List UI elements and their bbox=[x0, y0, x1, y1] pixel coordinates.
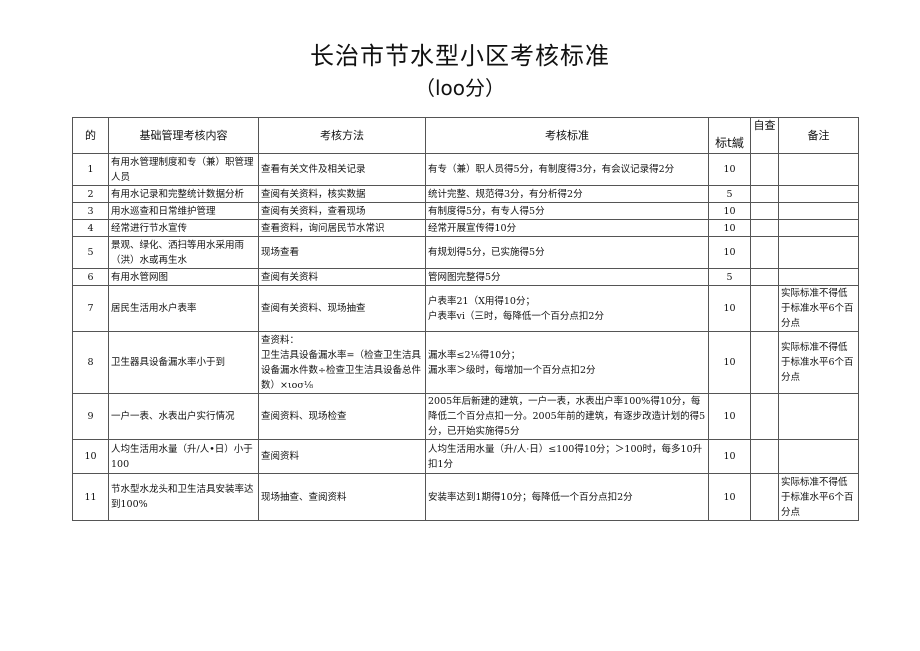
row-content: 有用水管理制度和专（兼）职管理人员 bbox=[108, 153, 259, 186]
row-self-check bbox=[750, 202, 779, 220]
header-criteria: 考核标准 bbox=[425, 117, 709, 154]
row-criteria: 有规划得5分，已实施得5分 bbox=[425, 236, 709, 269]
row-score: 10 bbox=[708, 236, 751, 269]
row-self-check bbox=[750, 331, 779, 394]
row-method: 现场查看 bbox=[258, 236, 426, 269]
table-row: 3 用水巡查和日常维护管理 查阅有关资料，查看现场 有制度得5分，有专人得5分 … bbox=[72, 202, 859, 220]
row-note: 实际标准不得低于标准水平6个百分点 bbox=[778, 331, 859, 394]
row-content: 有用水记录和完整统计数据分析 bbox=[108, 185, 259, 203]
row-number: 6 bbox=[72, 268, 109, 286]
row-score: 10 bbox=[708, 393, 751, 440]
row-method: 查看有关文件及相关记录 bbox=[258, 153, 426, 186]
row-criteria: 有制度得5分，有专人得5分 bbox=[425, 202, 709, 220]
table-row: 10 人均生活用水量（升/人•日）小于100 查阅资料 人均生活用水量（升/人·… bbox=[72, 439, 859, 474]
row-note bbox=[778, 236, 859, 269]
row-criteria: 经常开展宣传得10分 bbox=[425, 219, 709, 237]
table-row: 8 卫生器具设备漏水率小于到 查资料： 卫生洁具设备漏水率=（检查卫生洁具设备漏… bbox=[72, 331, 859, 394]
row-score: 10 bbox=[708, 219, 751, 237]
assessment-table: 的 基础管理考核内容 考核方法 考核标准 标t緘 自查 备注 1 有用水管理制度… bbox=[72, 117, 859, 521]
table-row: 11 节水型水龙头和卫生洁具安装率达到100% 现场抽查、查阅资料 安装率达到1… bbox=[72, 473, 859, 521]
row-score: 10 bbox=[708, 153, 751, 186]
row-self-check bbox=[750, 473, 779, 521]
table-row: 5 景观、绿化、洒扫等用水采用雨（洪）水或再生水 现场查看 有规划得5分，已实施… bbox=[72, 236, 859, 269]
row-self-check bbox=[750, 236, 779, 269]
row-number: 1 bbox=[72, 153, 109, 186]
table-row: 6 有用水管网图 查阅有关资料 管网图完整得5分 5 bbox=[72, 268, 859, 286]
row-method: 查阅有关资料，核实数据 bbox=[258, 185, 426, 203]
header-content: 基础管理考核内容 bbox=[108, 117, 259, 154]
row-method: 查阅有关资料、现场抽查 bbox=[258, 285, 426, 332]
row-criteria: 2005年后新建的建筑，一户一表，水表出户率100%得10分，每降低二个百分点扣… bbox=[425, 393, 709, 440]
header-no: 的 bbox=[72, 117, 109, 154]
row-criteria: 有专（兼）职人员得5分，有制度得3分，有会议记录得2分 bbox=[425, 153, 709, 186]
row-method: 查阅资料 bbox=[258, 439, 426, 474]
row-criteria: 户表率21（X用得10分； 户表率vi（三时，每降低一个百分点扣2分 bbox=[425, 285, 709, 332]
row-score: 5 bbox=[708, 268, 751, 286]
row-note bbox=[778, 393, 859, 440]
row-note: 实际标准不得低于标准水平6个百分点 bbox=[778, 473, 859, 521]
row-criteria: 漏水率≤2⅛得10分； 漏水率＞级时，每增加一个百分点扣2分 bbox=[425, 331, 709, 394]
row-self-check bbox=[750, 153, 779, 186]
header-score: 标t緘 bbox=[708, 117, 751, 154]
row-number: 3 bbox=[72, 202, 109, 220]
row-content: 一户一表、水表出户实行情况 bbox=[108, 393, 259, 440]
row-number: 7 bbox=[72, 285, 109, 332]
row-criteria: 管网图完整得5分 bbox=[425, 268, 709, 286]
table-row: 7 居民生活用水户表率 查阅有关资料、现场抽查 户表率21（X用得10分； 户表… bbox=[72, 285, 859, 332]
row-method: 查资料： 卫生洁具设备漏水率=（检查卫生洁具设备漏水件数÷检查卫生洁具设备总件数… bbox=[258, 331, 426, 394]
row-method: 查阅有关资料 bbox=[258, 268, 426, 286]
row-content: 经常进行节水宣传 bbox=[108, 219, 259, 237]
row-note bbox=[778, 439, 859, 474]
table-row: 4 经常进行节水宣传 查看资料，询问居民节水常识 经常开展宣传得10分 10 bbox=[72, 219, 859, 237]
row-content: 卫生器具设备漏水率小于到 bbox=[108, 331, 259, 394]
row-content: 有用水管网图 bbox=[108, 268, 259, 286]
row-note bbox=[778, 202, 859, 220]
row-content: 景观、绿化、洒扫等用水采用雨（洪）水或再生水 bbox=[108, 236, 259, 269]
row-self-check bbox=[750, 285, 779, 332]
header-method: 考核方法 bbox=[258, 117, 426, 154]
row-number: 8 bbox=[72, 331, 109, 394]
row-note bbox=[778, 219, 859, 237]
row-note bbox=[778, 268, 859, 286]
row-note: 实际标准不得低于标准水平6个百分点 bbox=[778, 285, 859, 332]
row-self-check bbox=[750, 268, 779, 286]
row-number: 2 bbox=[72, 185, 109, 203]
row-method: 现场抽查、查阅资料 bbox=[258, 473, 426, 521]
row-self-check bbox=[750, 219, 779, 237]
header-row: 的 基础管理考核内容 考核方法 考核标准 标t緘 自查 备注 bbox=[72, 117, 859, 154]
table-row: 9 一户一表、水表出户实行情况 查阅资料、现场检查 2005年后新建的建筑，一户… bbox=[72, 393, 859, 440]
row-score: 10 bbox=[708, 285, 751, 332]
page-title: 长治市节水型小区考核标准 bbox=[310, 42, 610, 70]
page-subtitle: （loo分） bbox=[414, 76, 506, 100]
header-self-check: 自查 bbox=[750, 117, 779, 154]
row-method: 查看资料，询问居民节水常识 bbox=[258, 219, 426, 237]
table-row: 2 有用水记录和完整统计数据分析 查阅有关资料，核实数据 统计完整、规范得3分，… bbox=[72, 185, 859, 203]
row-number: 11 bbox=[72, 473, 109, 521]
row-content: 节水型水龙头和卫生洁具安装率达到100% bbox=[108, 473, 259, 521]
row-self-check bbox=[750, 393, 779, 440]
row-score: 10 bbox=[708, 439, 751, 474]
row-criteria: 统计完整、规范得3分，有分析得2分 bbox=[425, 185, 709, 203]
row-score: 5 bbox=[708, 185, 751, 203]
row-number: 10 bbox=[72, 439, 109, 474]
row-note bbox=[778, 153, 859, 186]
row-note bbox=[778, 185, 859, 203]
row-method: 查阅有关资料，查看现场 bbox=[258, 202, 426, 220]
row-score: 10 bbox=[708, 473, 751, 521]
row-number: 4 bbox=[72, 219, 109, 237]
row-score: 10 bbox=[708, 202, 751, 220]
row-number: 9 bbox=[72, 393, 109, 440]
header-note: 备注 bbox=[778, 117, 859, 154]
row-criteria: 人均生活用水量（升/人·日）≤100得10分；＞100时，每多10升扣1分 bbox=[425, 439, 709, 474]
row-score: 10 bbox=[708, 331, 751, 394]
row-method: 查阅资料、现场检查 bbox=[258, 393, 426, 440]
table-row: 1 有用水管理制度和专（兼）职管理人员 查看有关文件及相关记录 有专（兼）职人员… bbox=[72, 153, 859, 186]
row-number: 5 bbox=[72, 236, 109, 269]
row-content: 居民生活用水户表率 bbox=[108, 285, 259, 332]
row-content: 用水巡查和日常维护管理 bbox=[108, 202, 259, 220]
row-self-check bbox=[750, 185, 779, 203]
row-criteria: 安装率达到1期得10分；每降低一个百分点扣2分 bbox=[425, 473, 709, 521]
row-content: 人均生活用水量（升/人•日）小于100 bbox=[108, 439, 259, 474]
row-self-check bbox=[750, 439, 779, 474]
